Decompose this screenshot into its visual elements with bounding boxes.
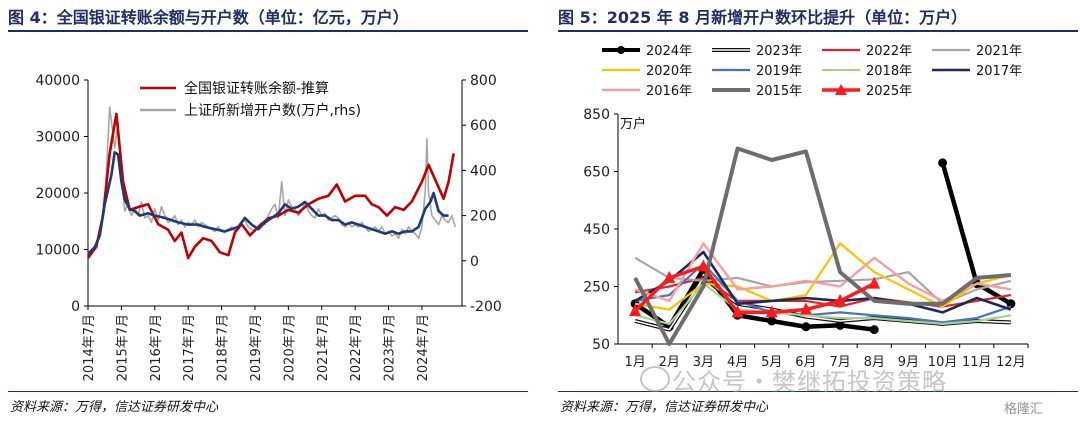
legend-label-0: 全国银证转账余额-推算	[184, 80, 329, 97]
left-figure-title: 图 4：全国银证转账余额与开户数（单位：亿元，万户）	[8, 8, 409, 27]
series-point-10	[663, 270, 676, 283]
series-line-1	[87, 106, 457, 255]
y-right-tick-label: -200	[470, 299, 502, 315]
series-line-2	[87, 151, 449, 255]
x-tick-label: 2014年7月	[82, 314, 97, 381]
legend-label-1: 上证所新增开户数(万户,rhs)	[184, 102, 361, 119]
series-point-10	[868, 276, 881, 289]
y-right-tick-label: 600	[470, 118, 497, 134]
left-title-rule	[8, 30, 528, 32]
y-right-tick-label: 200	[470, 209, 497, 225]
legend-label-6: 2018年	[866, 64, 912, 79]
legend-label-7: 2017年	[976, 64, 1022, 79]
left-source: 资料来源：万得，信达证券研发中心	[10, 400, 219, 415]
series-point-10	[629, 303, 642, 316]
x-tick-label: 3月	[693, 355, 714, 370]
series-point-10	[834, 293, 847, 306]
y-tick-label: 250	[583, 280, 610, 296]
x-tick-label: 2月	[659, 355, 680, 370]
legend-label-10: 2025年	[866, 84, 912, 99]
right-source-rule	[558, 391, 1078, 392]
series-point-10	[731, 305, 744, 318]
series-line-7	[634, 250, 1012, 314]
x-tick-label: 2022年7月	[349, 314, 364, 381]
brand-logo: 格隆汇	[1004, 402, 1044, 417]
legend-marker-10	[835, 84, 847, 95]
y-unit-label: 万户	[620, 116, 646, 132]
legend-label-1: 2023年	[756, 44, 802, 59]
left-panel: 图 4：全国银证转账余额与开户数（单位：亿元，万户） 0 10000 20000 30…	[0, 0, 530, 423]
series-line-9	[633, 146, 1012, 346]
right-chart: 万户 50 250 450 650 850 1月 2月 3月 4月 5月 6月 7月 8月 9月 10月 11月…	[583, 44, 1029, 370]
x-tick-label: 2015年7月	[115, 314, 130, 381]
right-title-rule	[558, 30, 1078, 32]
x-tick-label: 2021年7月	[316, 314, 331, 381]
series-point-0	[938, 158, 948, 168]
x-tick-label: 2018年7月	[216, 314, 231, 381]
x-tick-label: 1月	[624, 355, 645, 370]
series-line-0	[86, 112, 455, 260]
right-panel: 图 5：2025 年 8 月新增开户数环比提升（单位：万户） 万户 50 250 45…	[550, 0, 1080, 423]
x-tick-label: 2024年7月	[416, 314, 431, 381]
y-right-tick-label: 400	[470, 163, 497, 179]
x-tick-label: 4月	[727, 355, 748, 370]
y-left-tick-label: 20000	[35, 186, 80, 202]
series-point-0	[1006, 299, 1016, 309]
x-tick-label: 10月	[928, 355, 958, 370]
left-chart: 0 10000 20000 30000 40000 -200 0 200 400 600 800 20…	[35, 73, 502, 381]
x-tick-label: 8月	[864, 355, 885, 370]
legend-label-4: 2020年	[646, 64, 692, 79]
x-tick-label: 2020年7月	[282, 314, 297, 381]
x-tick-label: 6月	[795, 355, 816, 370]
x-tick-label: 5月	[761, 355, 782, 370]
right-figure-title: 图 5：2025 年 8 月新增开户数环比提升（单位：万户）	[558, 8, 968, 27]
series-line-6	[634, 282, 1012, 325]
y-tick-label: 50	[592, 337, 610, 353]
y-tick-label: 850	[583, 107, 610, 123]
legend-label-2: 2022年	[866, 44, 912, 59]
legend-label-0: 2024年	[646, 44, 692, 59]
x-tick-label: 2019年7月	[249, 314, 264, 381]
legend-marker-0	[617, 46, 625, 54]
legend-label-9: 2015年	[756, 84, 802, 99]
x-tick-label: 2016年7月	[149, 314, 164, 381]
right-source: 资料来源：万得，信达证券研发中心	[560, 400, 769, 415]
legend-label-3: 2021年	[976, 44, 1022, 59]
y-left-tick-label: 40000	[35, 73, 80, 89]
series-point-0	[835, 320, 845, 330]
y-right-tick-label: 800	[470, 73, 497, 89]
series-point-0	[801, 322, 811, 332]
x-tick-label: 11月	[962, 355, 992, 370]
x-tick-label: 7月	[829, 355, 850, 370]
y-left-tick-label: 30000	[35, 130, 80, 146]
y-right-tick-label: 0	[470, 254, 479, 270]
x-tick-label: 2017年7月	[182, 314, 197, 381]
series-point-0	[767, 316, 777, 326]
legend-label-5: 2019年	[756, 64, 802, 79]
y-tick-label: 650	[583, 165, 610, 181]
series-point-0	[869, 325, 879, 335]
y-left-tick-label: 0	[71, 299, 80, 315]
x-tick-label: 9月	[898, 355, 919, 370]
series-line-4	[634, 242, 1012, 311]
series-point-10	[765, 305, 778, 318]
series-point-10	[697, 259, 710, 272]
series-point-10	[799, 302, 812, 315]
wechat-icon	[640, 366, 670, 392]
y-tick-label: 450	[583, 222, 610, 238]
y-left-tick-label: 10000	[35, 243, 80, 259]
series-line-10	[633, 264, 876, 315]
x-tick-label: 12月	[996, 355, 1026, 370]
watermark-text: 公众号・樊继拓投资策略	[672, 368, 947, 396]
left-source-rule	[8, 391, 528, 392]
x-tick-label: 2023年7月	[383, 314, 398, 381]
legend-label-8: 2016年	[646, 84, 692, 99]
